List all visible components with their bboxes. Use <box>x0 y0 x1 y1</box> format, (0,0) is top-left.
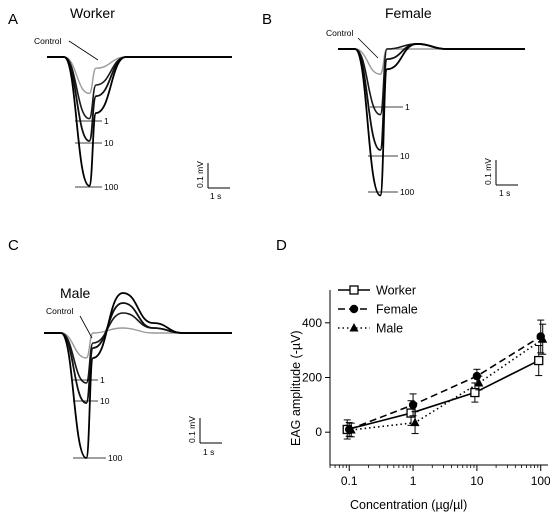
legend-label-male: Male <box>376 322 403 336</box>
series-female-line <box>348 335 542 431</box>
panel-d-y-axis: 0 200 400 <box>302 316 330 439</box>
panel-b-dose-100-label: 100 <box>400 187 414 197</box>
series-male-line <box>351 338 544 431</box>
panel-a-scale-time: 1 s <box>210 191 221 201</box>
legend-label-worker: Worker <box>376 284 416 298</box>
panel-a-dose-100-label: 100 <box>104 182 118 192</box>
panel-a-dose-1-label: 1 <box>104 116 109 126</box>
panel-letter-d: D <box>276 237 287 254</box>
panel-d-frame <box>329 290 548 466</box>
legend-marker-female <box>349 304 359 314</box>
data-point-male <box>538 334 548 343</box>
panel-a-trace-100 <box>47 56 232 187</box>
legend-label-female: Female <box>376 303 418 317</box>
series-female <box>345 319 545 437</box>
panel-c-scale-bar: 0.1 mV 1 s <box>187 416 222 457</box>
panel-a-dose-10-label: 10 <box>104 138 114 148</box>
x-tick-label: 1 <box>410 474 417 488</box>
panel-b-control-label: Control <box>326 28 354 38</box>
panel-b-scale-bar: 0.1 mV 1 s <box>483 158 518 198</box>
panel-a-control-pointer <box>68 40 99 61</box>
panel-c-scale-time: 1 s <box>203 447 214 457</box>
panel-letter-a: A <box>8 11 18 28</box>
panel-c-scale-voltage: 0.1 mV <box>187 416 197 443</box>
panel-c-trace-100 <box>43 292 232 459</box>
panel-a-title: Worker <box>70 5 115 21</box>
x-tick-label: 0.1 <box>341 474 358 488</box>
panel-c-dose-10-label: 10 <box>100 396 110 406</box>
panel-d-y-axis-title: EAG amplitude (-µV) <box>289 330 303 446</box>
panel-b-trace-lines <box>338 43 525 197</box>
panel-c-male-traces: C Male Control 1 10 100 0.1 mV 1 s <box>8 237 232 463</box>
legend-marker-male <box>349 323 359 332</box>
series-male <box>346 323 548 438</box>
panel-d-legend: Worker Female Male <box>338 284 418 336</box>
panel-c-control-label: Control <box>46 306 74 316</box>
panel-d-series <box>342 319 548 440</box>
panel-d-x-axis: 0.1 1 10 100 <box>329 465 550 488</box>
y-tick-label: 200 <box>302 371 322 385</box>
y-tick-label: 0 <box>315 425 322 439</box>
data-point-worker <box>470 387 480 398</box>
panel-c-trace-1 <box>43 312 232 384</box>
data-point-male <box>346 425 356 434</box>
data-point-male <box>410 417 420 427</box>
data-point-female <box>408 400 418 410</box>
panel-c-dose-100-label: 100 <box>108 453 122 463</box>
panel-a-scale-bar: 0.1 mV 1 s <box>195 161 230 201</box>
panel-b-dose-10-label: 10 <box>400 151 410 161</box>
panel-b-scale-voltage: 0.1 mV <box>483 158 493 185</box>
panel-a-trace-lines <box>47 56 232 187</box>
panel-b-scale-time: 1 s <box>499 188 510 198</box>
series-worker-line <box>347 359 540 431</box>
panel-b-female-traces: B Female Control 1 10 100 0.1 mV 1 s <box>262 5 525 198</box>
panel-c-control-pointer <box>79 315 93 339</box>
panel-b-title: Female <box>385 5 432 21</box>
data-point-male <box>474 377 484 387</box>
panel-c-dose-1-label: 1 <box>100 375 105 385</box>
data-point-worker <box>534 355 544 366</box>
panel-a-scale-voltage: 0.1 mV <box>195 161 205 188</box>
panel-b-dose-1-label: 1 <box>405 102 410 112</box>
panel-letter-b: B <box>262 11 272 28</box>
panel-a-worker-traces: A Worker Control 1 10 100 0.1 mV 1 s <box>8 5 232 201</box>
x-tick-label: 100 <box>531 474 550 488</box>
panel-d-x-axis-title: Concentration (µg/µl) <box>350 498 467 512</box>
panel-c-trace-lines <box>43 292 232 459</box>
panel-letter-c: C <box>8 237 19 254</box>
panel-a-control-label: Control <box>34 36 62 46</box>
panel-b-trace-100 <box>338 43 525 197</box>
y-tick-label: 400 <box>302 316 322 330</box>
panel-b-control-pointer <box>357 37 379 59</box>
panel-c-title: Male <box>60 285 91 301</box>
x-tick-label: 10 <box>470 474 484 488</box>
legend-marker-worker <box>349 285 359 295</box>
